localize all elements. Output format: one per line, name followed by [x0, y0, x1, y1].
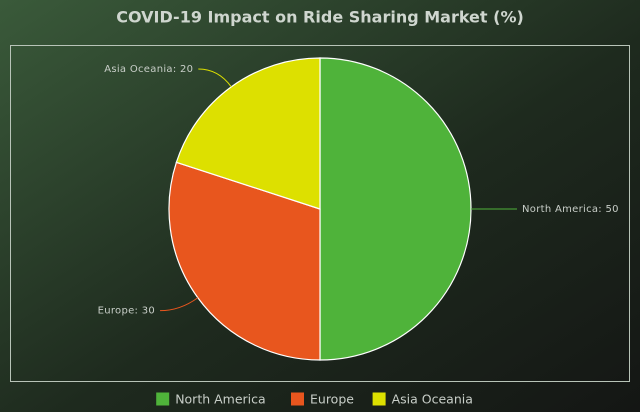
label-connector [198, 68, 232, 88]
legend-label: North America [175, 392, 266, 407]
plot-frame [10, 45, 630, 382]
data-label: Europe: 30 [98, 306, 155, 317]
legend-swatch [291, 392, 304, 406]
data-label: North America: 50 [522, 204, 619, 215]
label-connector [160, 297, 199, 312]
data-label: Asia Oceania: 20 [104, 64, 193, 75]
pie-slice [319, 57, 472, 361]
chart-title: COVID-19 Impact on Ride Sharing Market (… [116, 8, 524, 27]
legend-swatch [372, 392, 386, 406]
pie-slice [175, 57, 321, 210]
legend-label: Europe [310, 392, 354, 407]
legend-label: Asia Oceania [392, 392, 473, 407]
legend-swatch [156, 392, 170, 406]
